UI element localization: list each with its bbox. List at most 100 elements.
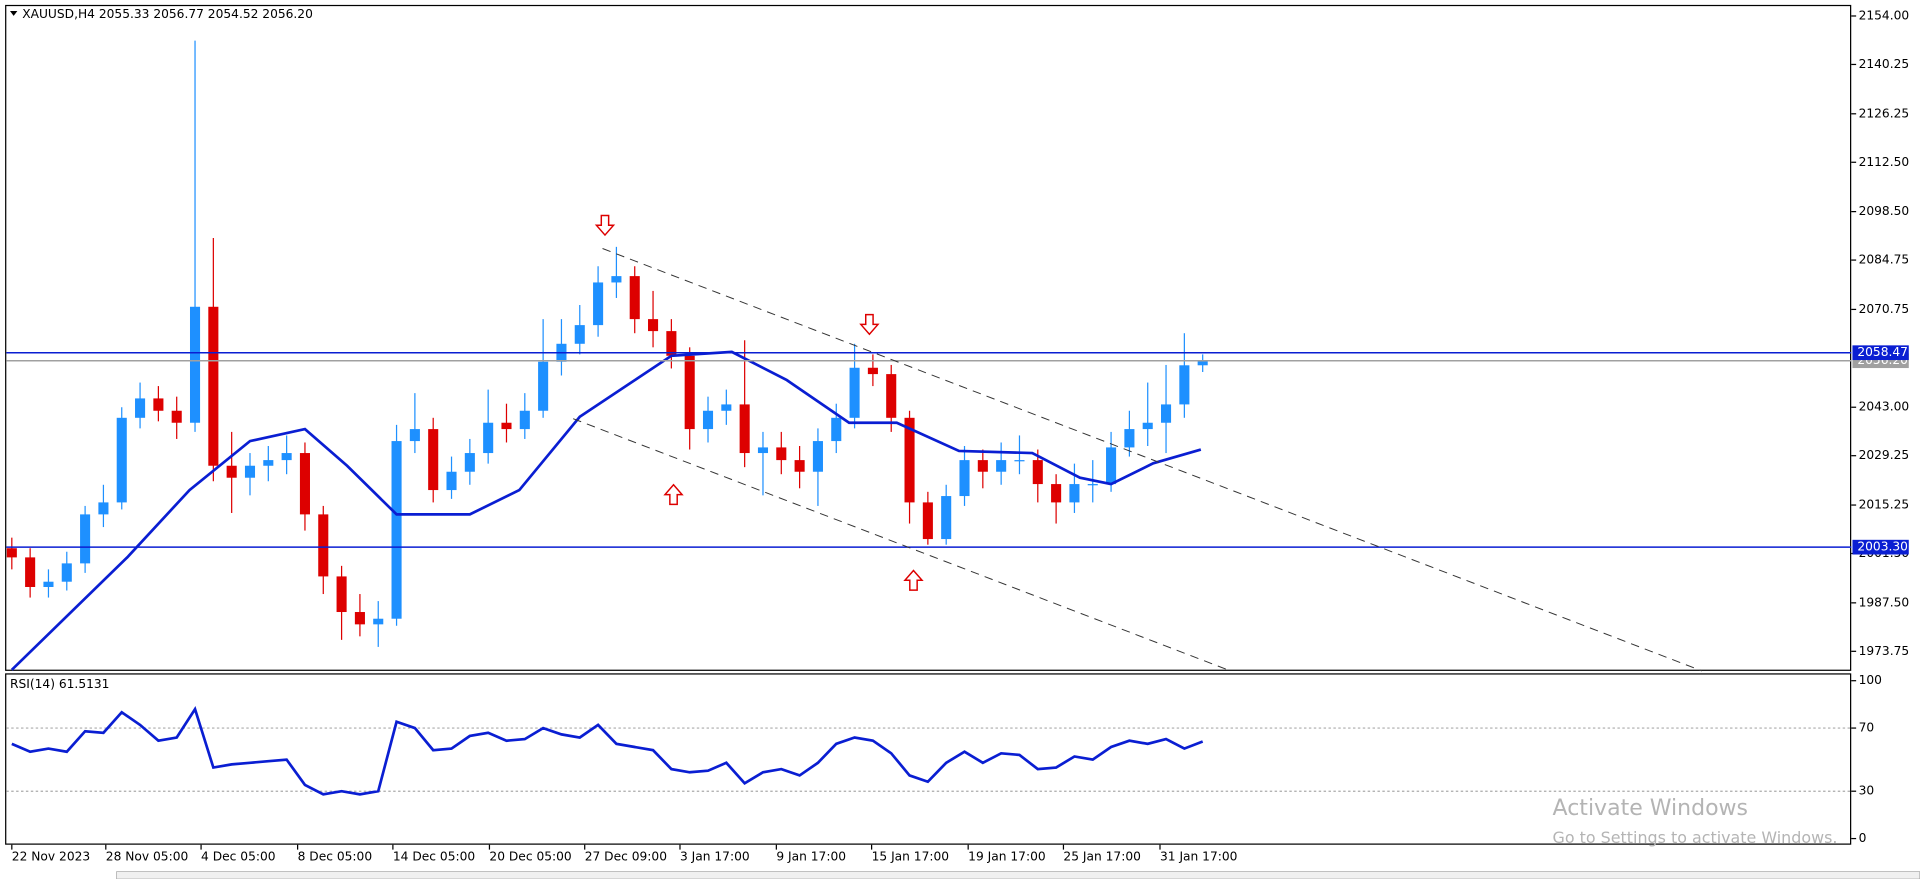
candle-body xyxy=(757,447,769,454)
y-tick-label: 2098.50 xyxy=(1859,204,1910,218)
candle-body xyxy=(244,465,256,478)
candle-body xyxy=(666,331,677,356)
drawings xyxy=(572,248,1703,672)
candle-body xyxy=(776,447,787,461)
candle-body xyxy=(611,276,622,283)
x-tick-label: 20 Dec 05:00 xyxy=(489,849,571,863)
candle-body xyxy=(354,612,365,625)
candle-body xyxy=(373,618,384,625)
y-tick-label: 2084.75 xyxy=(1859,253,1910,267)
candle-body xyxy=(446,471,457,491)
candle-body xyxy=(739,404,750,454)
candle-body xyxy=(1197,360,1208,366)
x-tick-label: 8 Dec 05:00 xyxy=(298,849,373,863)
up-arrow xyxy=(663,483,684,506)
down-arrow xyxy=(859,313,880,336)
candle-body xyxy=(812,441,823,472)
watermark-subtitle: Go to Settings to activate Windows. xyxy=(1553,828,1838,847)
candle-body xyxy=(593,282,604,326)
candle-body xyxy=(226,465,237,478)
candle-body xyxy=(171,410,182,423)
y-tick-label: 2070.75 xyxy=(1859,302,1910,316)
candle-body xyxy=(263,460,274,466)
rsi-line xyxy=(11,705,1204,796)
candle-body xyxy=(98,502,109,515)
down-arrow xyxy=(594,214,616,237)
candle-body xyxy=(996,460,1007,472)
candle-body xyxy=(61,563,72,582)
price-level-label: 2003.30 xyxy=(1857,540,1908,554)
candle-body xyxy=(941,496,952,540)
trendline xyxy=(602,248,1703,672)
candle-body xyxy=(1032,460,1043,485)
candle-body xyxy=(574,325,585,344)
y-tick-label: 2015.25 xyxy=(1859,498,1910,512)
moving-average xyxy=(10,350,1202,671)
rsi-title: RSI(14) 61.5131 xyxy=(10,677,109,691)
up-arrow xyxy=(903,569,924,591)
x-tick-label: 9 Jan 17:00 xyxy=(776,849,846,863)
y-tick-label: 2043.00 xyxy=(1859,400,1910,414)
y-tick-label: 2154.00 xyxy=(1859,8,1910,22)
price-level-tag xyxy=(1852,539,1909,555)
price-level-label: 2058.47 xyxy=(1857,345,1908,359)
candle-body xyxy=(794,460,805,472)
candle-body xyxy=(428,429,439,491)
y-tick-label: 1987.50 xyxy=(1859,595,1910,609)
candle-body xyxy=(1069,484,1080,503)
candle-body xyxy=(684,355,695,430)
candle-body xyxy=(886,374,897,418)
y-tick-label: 2126.25 xyxy=(1859,106,1910,120)
y-tick-label: 1973.75 xyxy=(1859,644,1910,658)
candle-body xyxy=(409,429,420,442)
scrollbar[interactable] xyxy=(116,871,1920,879)
candle-body xyxy=(648,319,659,332)
watermark-title: Activate Windows xyxy=(1553,796,1748,821)
candle-body xyxy=(189,306,201,423)
candle-body xyxy=(721,404,732,411)
candle-body xyxy=(538,361,549,411)
y-tick-label: 0 xyxy=(1859,831,1867,845)
y-tick-label: 100 xyxy=(1859,673,1882,687)
candle-body xyxy=(483,422,494,454)
candle-body xyxy=(43,581,54,587)
candle-body xyxy=(25,557,36,587)
candle-body xyxy=(501,422,512,430)
candle-body xyxy=(1014,460,1025,462)
candle-body xyxy=(1124,429,1135,448)
chart-title: XAUUSD,H4 2055.33 2056.77 2054.52 2056.2… xyxy=(22,7,313,21)
candle-body xyxy=(922,502,933,540)
x-tick-label: 28 Nov 05:00 xyxy=(106,849,188,863)
candle-body xyxy=(135,398,146,418)
candle-body xyxy=(464,453,475,472)
x-tick-label: 3 Jan 17:00 xyxy=(680,849,750,863)
x-tick-label: 15 Jan 17:00 xyxy=(872,849,949,863)
y-tick-label: 30 xyxy=(1859,784,1875,798)
candle-body xyxy=(1142,422,1153,430)
price-level-tag xyxy=(1852,345,1909,361)
candle-body xyxy=(6,548,17,558)
price-pane-frame xyxy=(5,4,1852,671)
x-tick-label: 14 Dec 05:00 xyxy=(393,849,475,863)
y-tick-label: 2140.25 xyxy=(1859,57,1910,71)
x-tick-label: 4 Dec 05:00 xyxy=(201,849,276,863)
candle-body xyxy=(208,306,219,466)
candle-body xyxy=(702,410,714,430)
candle-body xyxy=(519,410,530,430)
collapse-icon[interactable] xyxy=(9,11,18,16)
candle-body xyxy=(831,417,842,442)
candle-body xyxy=(299,453,310,515)
candle-body xyxy=(281,453,292,461)
y-tick-label: 2112.50 xyxy=(1859,155,1910,169)
x-tick-label: 27 Dec 09:00 xyxy=(585,849,667,863)
candle-body xyxy=(391,441,402,619)
candle-body xyxy=(867,367,878,375)
candle-body xyxy=(904,417,915,503)
x-tick-label: 25 Jan 17:00 xyxy=(1063,849,1140,863)
y-tick-label: 70 xyxy=(1859,721,1875,735)
candle-body xyxy=(153,398,164,411)
candle-body xyxy=(1161,404,1172,423)
candle-body xyxy=(959,460,970,497)
candle-body xyxy=(1087,484,1098,486)
